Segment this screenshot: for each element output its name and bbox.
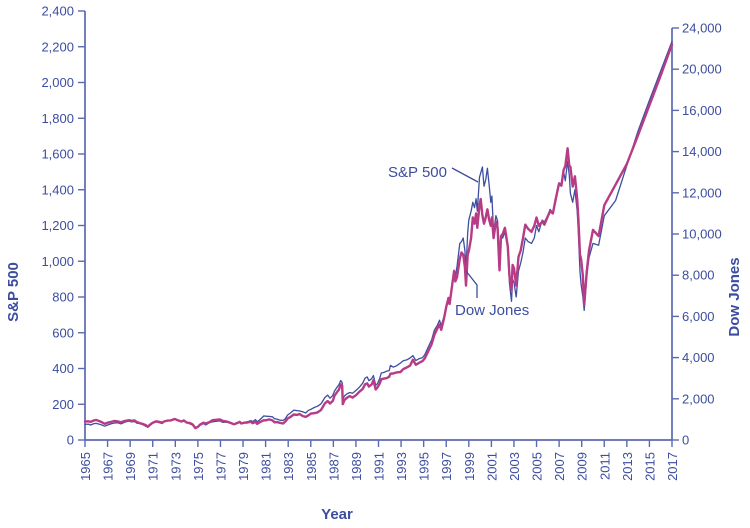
x-axis-tick-label: 1983 (281, 452, 296, 481)
right-axis-tick-label: 4,000 (682, 350, 715, 365)
left-axis-tick-label: 1,400 (41, 182, 74, 197)
x-axis-tick-label: 1995 (417, 452, 432, 481)
sp500-leader-line (451, 167, 479, 183)
x-axis-tick-label: 1975 (191, 452, 206, 481)
left-axis-tick-label: 400 (52, 361, 74, 376)
dowjones-series-line (83, 43, 674, 430)
right-axis-tick-label: 24,000 (682, 21, 722, 36)
dowjones-annotation-label: Dow Jones (455, 302, 529, 319)
x-axis-tick-label: 1993 (394, 452, 409, 481)
x-axis-tick-label: 2001 (484, 452, 499, 481)
dowjones-leader-line (465, 270, 478, 298)
x-axis-tick-label: 2017 (665, 452, 680, 481)
sp500-annotation-label: S&P 500 (388, 164, 447, 181)
x-axis-tick-label: 2015 (642, 452, 657, 481)
chart-plot-layer: 0 200 400 600 800 1,000 1,200 1,400 1,600 1,800 2,… (41, 4, 721, 481)
left-axis-title: S&P 500 (5, 262, 22, 322)
x-axis-tick-label: 1987 (326, 452, 341, 481)
left-axis-tick-label: 1,000 (41, 254, 74, 269)
x-axis-tick-label: 2011 (597, 452, 612, 480)
x-axis-tick-label: 1969 (123, 452, 138, 481)
x-axis-tick-label: 1973 (168, 452, 183, 481)
x-axis-tick-label: 1967 (101, 452, 116, 481)
x-axis-tick-label: 1991 (372, 452, 387, 481)
left-axis-tick-label: 0 (67, 433, 74, 448)
x-axis-tick-label: 2003 (507, 452, 522, 481)
right-axis-tick-label: 12,000 (682, 185, 722, 200)
right-axis-tick-label: 14,000 (682, 144, 722, 159)
right-axis-tick-label: 2,000 (682, 391, 715, 406)
x-axis-tick-label: 1977 (213, 452, 228, 481)
left-axis-tick-label: 1,800 (41, 111, 74, 126)
right-axis-title: Dow Jones (726, 257, 743, 336)
x-axis-tick-label: 1999 (462, 452, 477, 481)
left-axis-tick-label: 1,200 (41, 218, 74, 233)
left-axis-tick-label: 2,200 (41, 39, 74, 54)
x-axis-title: Year (321, 506, 353, 523)
x-axis-tick-label: 2007 (552, 452, 567, 481)
x-axis-tick-label: 2005 (530, 452, 545, 481)
right-axis-tick-label: 10,000 (682, 227, 722, 242)
x-axis-tick-label: 1985 (304, 452, 319, 481)
x-axis-tick-label: 1965 (78, 452, 93, 481)
right-axis-tick-label: 0 (682, 433, 689, 448)
right-axis-tick-label: 16,000 (682, 103, 722, 118)
x-axis-tick-label: 1989 (349, 452, 364, 481)
x-axis-tick-label: 2013 (620, 452, 635, 481)
sp500-series-line (84, 40, 673, 430)
x-axis-tick-label: 1997 (439, 452, 454, 481)
right-axis-tick-label: 20,000 (682, 62, 722, 77)
x-axis-tick-label: 1971 (146, 452, 161, 481)
right-axis-tick-label: 8,000 (682, 268, 715, 283)
x-axis-tick-label: 1979 (236, 452, 251, 481)
left-axis-tick-label: 800 (52, 290, 74, 305)
left-axis-tick-label: 200 (52, 397, 74, 412)
left-axis-tick-label: 2,000 (41, 75, 74, 90)
left-axis-tick-label: 600 (52, 325, 74, 340)
left-axis-tick-label: 1,600 (41, 147, 74, 162)
right-axis-tick-label: 6,000 (682, 309, 715, 324)
left-axis-tick-label: 2,400 (41, 4, 74, 19)
x-axis-tick-label: 2009 (575, 452, 590, 481)
x-axis-tick-label: 1981 (259, 452, 274, 481)
